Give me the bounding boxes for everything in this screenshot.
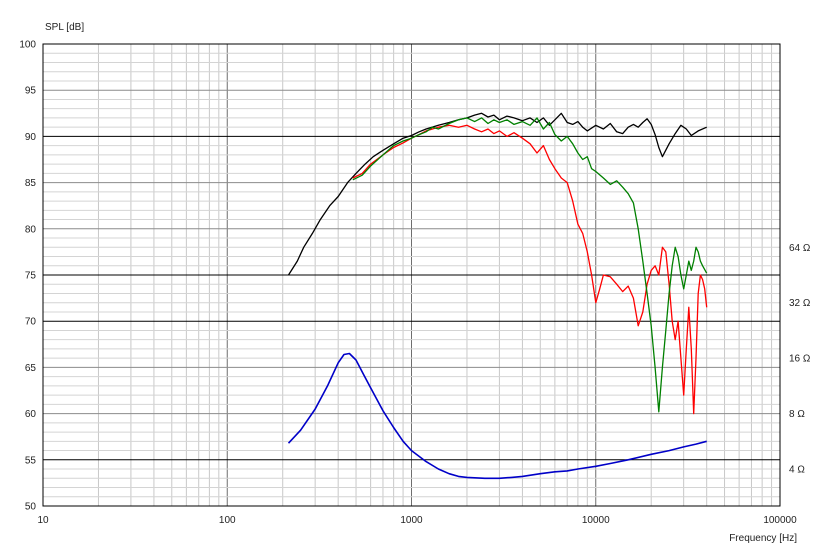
x-tick-labels: 10 100 1000 10000 100000 [37,515,797,526]
y-tick-label: 50 [25,502,37,513]
y2-tick-label: 32 Ω [789,298,811,309]
x-tick-label: 10 [37,515,49,526]
y-tick-labels: 100 95 90 85 80 75 70 65 60 55 50 [19,40,36,513]
series-green-line [352,117,708,413]
y-tick-label: 95 [25,86,37,97]
x-tick-label: 1000 [400,515,423,526]
y-tick-label: 75 [25,271,37,282]
grid [43,44,780,506]
y-tick-label: 60 [25,409,37,420]
x-tick-label: 10000 [582,515,610,526]
y2-tick-label: 8 Ω [789,409,805,420]
y-tick-label: 55 [25,455,37,466]
y-tick-label: 65 [25,363,37,374]
series-layer [287,112,708,480]
series-black-line [287,112,707,276]
y2-tick-label: 64 Ω [789,243,811,254]
x-tick-label: 100000 [763,515,797,526]
y-tick-label: 100 [19,40,36,51]
y2-tick-labels: 64 Ω 32 Ω 16 Ω 8 Ω 4 Ω [789,243,811,476]
y-tick-label: 90 [25,132,37,143]
series-impedance-line [287,352,707,480]
y-tick-label: 80 [25,224,37,235]
y-tick-label: 70 [25,317,37,328]
y2-tick-label: 16 Ω [789,354,811,365]
plot-frame [42,43,781,507]
y-axis-title: SPL [dB] [45,22,84,33]
series-red-line [352,124,708,415]
y2-tick-label: 4 Ω [789,465,805,476]
x-axis-title: Frequency [Hz] [729,533,797,544]
x-tick-label: 100 [219,515,236,526]
y-tick-label: 85 [25,178,37,189]
